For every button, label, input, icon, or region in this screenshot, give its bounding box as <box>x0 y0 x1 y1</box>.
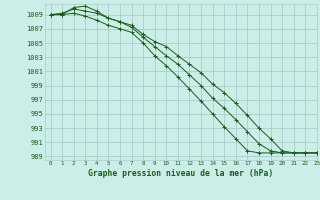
X-axis label: Graphe pression niveau de la mer (hPa): Graphe pression niveau de la mer (hPa) <box>88 169 273 178</box>
